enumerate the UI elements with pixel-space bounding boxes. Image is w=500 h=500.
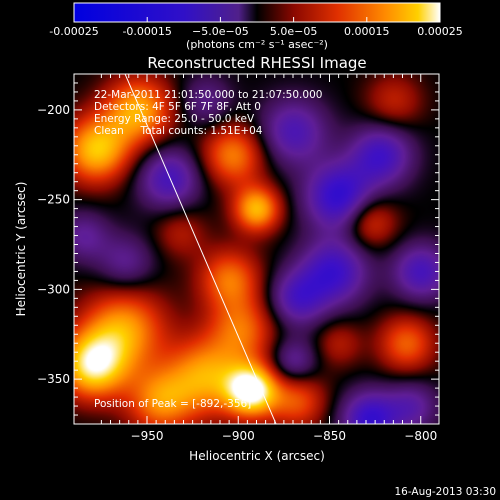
y-tick-label: −200 <box>37 103 70 117</box>
limb-line <box>124 74 277 424</box>
y-tick-label: −250 <box>37 193 70 207</box>
y-axis-label: Heliocentric Y (arcsec) <box>14 182 28 317</box>
colorbar-tick-label: -0.00025 <box>49 25 98 38</box>
x-tick-label: −950 <box>131 429 164 443</box>
timestamp-footer: 16-Aug-2013 03:30 <box>394 486 496 498</box>
heatmap-image <box>74 74 439 424</box>
colorbar-tick-label: 5.0e−05 <box>270 25 317 38</box>
colorbar-gradient <box>73 2 441 23</box>
x-tick-label: −850 <box>313 429 346 443</box>
x-tick-label: −900 <box>222 429 255 443</box>
x-tick-label: −800 <box>404 429 437 443</box>
info-line-energy: Energy Range: 25.0 - 50.0 keV <box>94 113 255 125</box>
y-tick-label: −300 <box>37 282 70 296</box>
colorbar-tick-label: 0.00015 <box>344 25 390 38</box>
peak-position-label: Position of Peak = [-892,-356] <box>94 398 251 410</box>
info-block: 22-Mar-2011 21:01:50.000 to 21:07:50.000… <box>94 89 322 137</box>
info-line-time: 22-Mar-2011 21:01:50.000 to 21:07:50.000 <box>94 89 322 101</box>
colorbar-units: (photons cm⁻² s⁻¹ asec⁻²) <box>186 38 328 51</box>
y-tick-label: −350 <box>37 372 70 386</box>
plot-area: −950 −900 −850 −800 −200 −250 −300 −350 <box>37 73 440 443</box>
info-line-detectors: Detectors: 4F 5F 6F 7F 8F, Att 0 <box>94 101 261 113</box>
x-axis-label: Heliocentric X (arcsec) <box>189 449 325 463</box>
chart-title: Reconstructed RHESSI Image <box>147 54 366 72</box>
colorbar-tick-label: 0.00025 <box>417 25 463 38</box>
colorbar-tick-label: −5.0e−05 <box>192 25 249 38</box>
colorbar-tick-label: -0.00015 <box>122 25 171 38</box>
info-line-clean: Clean Total counts: 1.51E+04 <box>94 125 263 137</box>
colorbar: -0.00025 -0.00015 −5.0e−05 5.0e−05 0.00015 0.… <box>49 2 463 51</box>
